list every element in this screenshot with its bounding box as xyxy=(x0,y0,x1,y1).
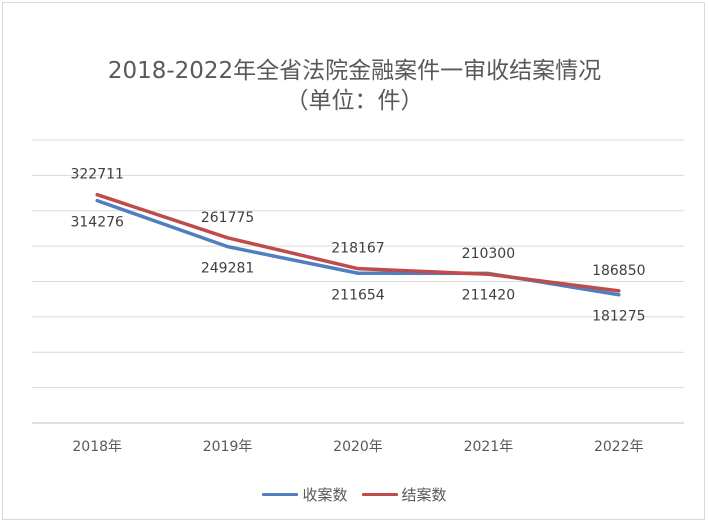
legend-label-jie: 结案数 xyxy=(401,486,447,504)
data-label: 249281 xyxy=(201,261,254,277)
data-label: 211420 xyxy=(462,287,515,303)
x-tick-label: 2022年 xyxy=(594,439,644,455)
data-label: 218167 xyxy=(331,241,384,257)
x-tick-label: 2020年 xyxy=(333,439,383,455)
legend-item-jie: 结案数 xyxy=(361,484,447,505)
x-tick-label: 2019年 xyxy=(203,439,253,455)
x-tick-label: 2021年 xyxy=(464,439,514,455)
legend-label-shou: 收案数 xyxy=(302,486,348,504)
legend-swatch-shou xyxy=(262,493,299,496)
data-label: 181275 xyxy=(592,309,645,325)
x-tick-label: 2018年 xyxy=(72,439,122,455)
chart-subtitle: （单位：件） xyxy=(285,88,424,114)
legend-swatch-jie xyxy=(361,493,398,496)
series-line-1 xyxy=(95,192,621,293)
data-label: 261775 xyxy=(201,210,254,226)
data-label: 322711 xyxy=(70,167,123,183)
chart-title: 2018-2022年全省法院金融案件一审收结案情况 xyxy=(107,58,602,84)
data-label: 186850 xyxy=(592,263,645,279)
legend: 收案数 结案数 xyxy=(0,484,709,505)
data-label: 211654 xyxy=(331,287,385,303)
data-label: 314276 xyxy=(70,215,124,231)
legend-item-shou: 收案数 xyxy=(262,484,348,505)
data-label: 210300 xyxy=(462,246,515,262)
